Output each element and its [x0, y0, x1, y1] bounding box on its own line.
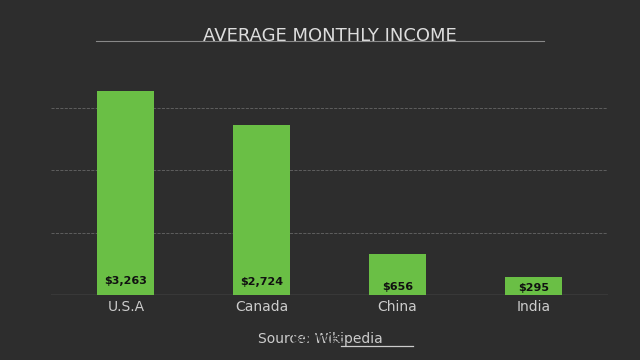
Text: $656: $656 [382, 282, 413, 292]
Text: $3,263: $3,263 [104, 276, 147, 286]
Bar [97, 91, 154, 295]
Bar [369, 254, 426, 295]
Text: Source: Wikipedia: Source: Wikipedia [258, 332, 382, 346]
Title: AVERAGE MONTHLY INCOME: AVERAGE MONTHLY INCOME [203, 27, 456, 45]
Bar [233, 125, 290, 295]
Text: $2,724: $2,724 [240, 277, 284, 287]
Bar [505, 277, 562, 295]
Text: Source:: Source: [292, 332, 348, 346]
Text: $295: $295 [518, 283, 549, 293]
